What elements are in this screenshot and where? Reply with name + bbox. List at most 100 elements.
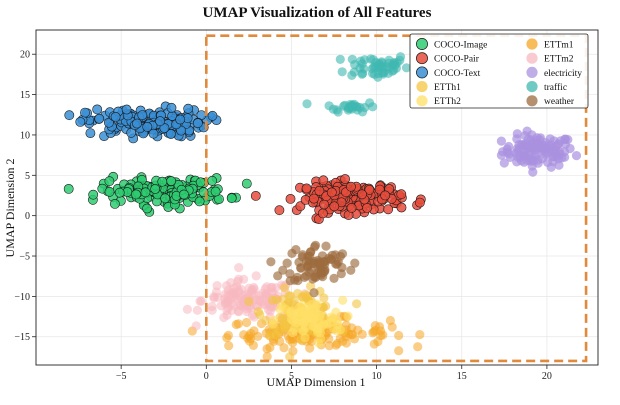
- point-coco-image: [104, 176, 115, 187]
- point-ettm2: [229, 283, 239, 293]
- point-coco-text: [92, 104, 103, 115]
- point-etth2: [311, 302, 321, 312]
- point-etth2: [275, 304, 285, 314]
- legend-marker-weather: [526, 95, 538, 107]
- point-weather: [309, 288, 319, 298]
- point-ettm2: [234, 263, 244, 273]
- legend-marker-coco-pair: [416, 52, 428, 65]
- y-tick-label: 15: [20, 90, 30, 101]
- point-traffic: [333, 107, 343, 117]
- point-coco-image: [157, 176, 168, 187]
- y-tick-label: 20: [20, 50, 30, 61]
- point-etth2: [287, 309, 297, 319]
- point-etth2: [338, 295, 348, 305]
- point-ettm1: [357, 329, 367, 339]
- point-ettm2: [195, 296, 205, 306]
- point-ettm2: [234, 274, 244, 284]
- point-etth1: [285, 352, 295, 362]
- legend-marker-etth1: [416, 81, 428, 93]
- point-weather: [291, 245, 301, 255]
- point-ettm1: [279, 343, 289, 353]
- point-weather: [317, 268, 327, 278]
- point-coco-image: [114, 187, 125, 198]
- point-coco-image: [207, 175, 218, 186]
- series-coco-text: [64, 101, 222, 144]
- legend-marker-coco-text: [416, 66, 428, 79]
- point-coco-text: [104, 117, 114, 128]
- legend-marker-ettm2: [526, 52, 538, 64]
- point-ettm2: [207, 305, 217, 315]
- point-weather: [273, 271, 283, 281]
- legend-marker-ettm1: [526, 38, 538, 50]
- legend-marker-coco-image: [416, 38, 428, 50]
- point-ettm2: [192, 305, 202, 315]
- point-coco-pair: [346, 202, 357, 213]
- point-coco-image: [131, 189, 141, 200]
- point-coco-pair: [285, 193, 296, 204]
- point-ettm2: [251, 271, 261, 281]
- x-axis-label: UMAP Dimension 1: [267, 375, 366, 389]
- point-ettm2: [219, 312, 229, 323]
- point-coco-pair: [317, 208, 328, 219]
- point-weather: [337, 249, 348, 259]
- x-tick-label: 5: [289, 371, 294, 382]
- point-etth2: [299, 325, 309, 335]
- point-ettm1: [324, 341, 334, 351]
- point-ettm1: [305, 343, 315, 353]
- x-tick-label: −5: [116, 371, 127, 382]
- point-coco-text: [207, 110, 218, 121]
- legend-marker-etth2: [416, 95, 428, 107]
- point-coco-pair: [295, 201, 306, 212]
- point-coco-text: [80, 107, 90, 118]
- point-traffic: [343, 105, 353, 115]
- point-weather: [321, 241, 331, 251]
- scatter-points: [63, 52, 582, 362]
- point-weather: [299, 272, 310, 282]
- point-coco-image: [226, 193, 237, 204]
- point-ettm2: [222, 297, 232, 307]
- chart-title: UMAP Visualization of All Features: [203, 5, 432, 21]
- point-traffic: [368, 102, 378, 112]
- point-etth1: [352, 299, 362, 309]
- series-coco-pair: [250, 174, 426, 224]
- point-weather: [305, 251, 315, 261]
- point-coco-pair: [345, 181, 356, 192]
- point-coco-text: [75, 117, 86, 127]
- point-coco-pair: [383, 204, 394, 215]
- highlight-box: [205, 34, 588, 363]
- x-tick-label: 10: [372, 371, 382, 382]
- point-coco-text: [142, 122, 153, 132]
- point-etth2: [294, 308, 304, 318]
- point-etth2: [302, 312, 313, 322]
- point-etth2: [331, 307, 341, 317]
- point-weather: [346, 265, 356, 275]
- legend-label-etth1: ETTh1: [434, 83, 461, 93]
- point-etth2: [310, 322, 320, 332]
- point-etth2: [268, 319, 278, 329]
- point-etth2: [343, 311, 353, 321]
- point-ettm1: [369, 339, 379, 349]
- point-coco-pair: [380, 190, 391, 201]
- point-weather: [310, 240, 321, 250]
- point-electricity: [528, 156, 539, 166]
- point-etth1: [244, 296, 254, 306]
- point-coco-text: [110, 112, 121, 122]
- point-ettm1: [239, 330, 249, 340]
- point-ettm1: [394, 330, 404, 341]
- point-ettm1: [376, 326, 386, 336]
- point-coco-pair: [396, 202, 407, 213]
- point-coco-text: [183, 103, 194, 114]
- point-ettm2: [191, 321, 201, 331]
- point-weather: [336, 269, 346, 279]
- legend-marker-traffic: [526, 81, 538, 93]
- y-tick-label: 5: [25, 171, 30, 182]
- point-electricity: [553, 140, 563, 150]
- point-coco-text: [94, 113, 105, 124]
- point-ettm1: [346, 330, 356, 340]
- axis-ticks: −5 0 5 10 15 20 −15 −10 −5 0 5 10 15 20: [14, 50, 552, 382]
- point-coco-text: [137, 110, 148, 120]
- y-tick-label: −5: [19, 252, 30, 263]
- point-etth1: [293, 288, 303, 299]
- legend-marker-electricity: [526, 66, 538, 78]
